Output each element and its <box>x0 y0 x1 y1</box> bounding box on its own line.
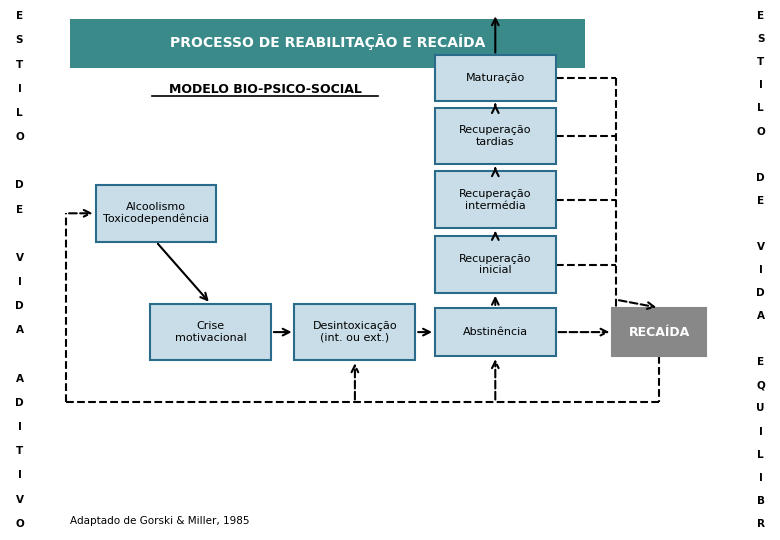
FancyBboxPatch shape <box>435 172 555 228</box>
Text: Alcoolismo
Toxicodependência: Alcoolismo Toxicodependência <box>103 202 209 225</box>
Text: V: V <box>16 253 23 263</box>
Text: E: E <box>757 196 764 206</box>
Text: RECAÍDA: RECAÍDA <box>629 326 690 339</box>
FancyBboxPatch shape <box>70 19 585 68</box>
Text: D: D <box>756 288 765 298</box>
Text: Recuperação
inicial: Recuperação inicial <box>459 254 531 275</box>
Text: I: I <box>18 470 21 481</box>
Text: L: L <box>757 104 764 113</box>
Text: E: E <box>757 11 764 21</box>
Text: U: U <box>757 403 764 414</box>
Text: O: O <box>15 519 24 529</box>
Text: A: A <box>16 374 23 384</box>
Text: Adaptado de Gorski & Miller, 1985: Adaptado de Gorski & Miller, 1985 <box>70 516 250 526</box>
Text: S: S <box>757 34 764 44</box>
FancyBboxPatch shape <box>435 56 555 102</box>
Text: Abstinência: Abstinência <box>463 327 528 337</box>
FancyBboxPatch shape <box>612 308 706 356</box>
Text: I: I <box>759 80 762 90</box>
Text: E: E <box>16 11 23 21</box>
Text: V: V <box>757 242 764 252</box>
Text: L: L <box>16 108 23 118</box>
Text: Maturação: Maturação <box>466 73 525 83</box>
Text: E: E <box>16 205 23 214</box>
Text: E: E <box>757 357 764 367</box>
Text: I: I <box>759 472 762 483</box>
Text: D: D <box>15 180 24 191</box>
Text: I: I <box>18 422 21 432</box>
FancyBboxPatch shape <box>435 108 555 164</box>
Text: A: A <box>16 326 23 335</box>
Text: I: I <box>759 427 762 436</box>
Text: T: T <box>16 446 23 456</box>
Text: MODELO BIO-PSICO-SOCIAL: MODELO BIO-PSICO-SOCIAL <box>168 83 362 96</box>
FancyBboxPatch shape <box>295 303 415 361</box>
FancyBboxPatch shape <box>150 303 271 361</box>
Text: Desintoxicação
(int. ou ext.): Desintoxicação (int. ou ext.) <box>313 321 397 343</box>
Text: PROCESSO DE REABILITAÇÃO E RECAÍDA: PROCESSO DE REABILITAÇÃO E RECAÍDA <box>170 34 485 50</box>
Text: T: T <box>757 57 764 68</box>
FancyBboxPatch shape <box>435 308 555 356</box>
Text: O: O <box>15 132 24 142</box>
Text: D: D <box>15 398 24 408</box>
Text: Q: Q <box>756 380 765 390</box>
Text: V: V <box>16 495 23 504</box>
Text: I: I <box>18 277 21 287</box>
Text: A: A <box>757 311 764 321</box>
Text: R: R <box>757 519 764 529</box>
FancyBboxPatch shape <box>435 237 555 293</box>
Text: Crise
motivacional: Crise motivacional <box>175 321 246 343</box>
Text: Recuperação
tardias: Recuperação tardias <box>459 125 531 147</box>
Text: S: S <box>16 36 23 45</box>
Text: I: I <box>18 84 21 94</box>
Text: L: L <box>757 450 764 460</box>
Text: D: D <box>15 301 24 311</box>
Text: T: T <box>16 59 23 70</box>
Text: I: I <box>759 265 762 275</box>
Text: B: B <box>757 496 764 506</box>
FancyBboxPatch shape <box>96 185 217 241</box>
Text: O: O <box>756 126 765 137</box>
Text: D: D <box>756 173 765 183</box>
Text: Recuperação
intermédia: Recuperação intermédia <box>459 189 531 211</box>
